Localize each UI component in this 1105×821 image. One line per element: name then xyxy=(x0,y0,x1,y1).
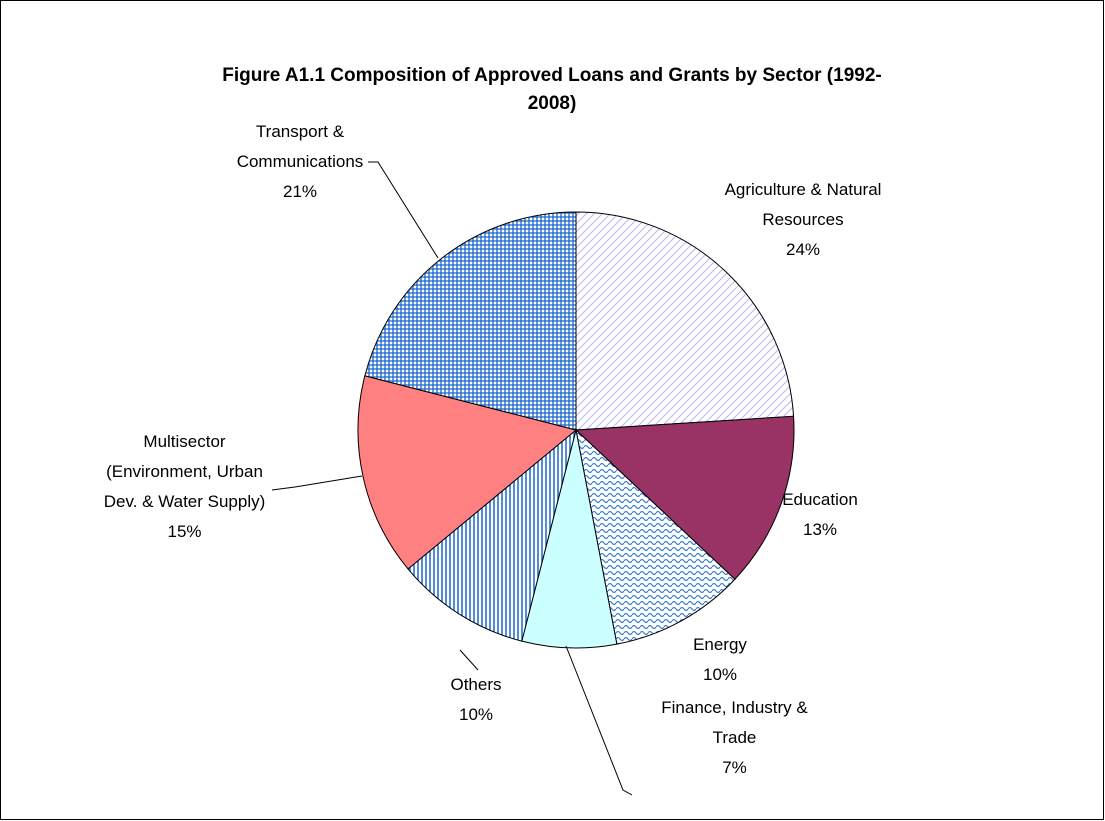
slice-label: Transport & Communications 21% xyxy=(230,117,370,207)
pie-slice xyxy=(357,375,578,570)
slice-label: Education 13% xyxy=(745,485,895,545)
leader-line xyxy=(459,649,479,671)
chart-title: Figure A1.1 Composition of Approved Loan… xyxy=(222,65,882,114)
value-label: 10% xyxy=(702,665,738,684)
pie-slice xyxy=(407,428,577,642)
category-label: Energy xyxy=(693,635,747,654)
leader-line xyxy=(271,475,363,491)
pie-slice xyxy=(575,428,736,645)
slice-label: Finance, Industry & Trade 7% xyxy=(652,693,817,783)
category-label: Education xyxy=(782,490,858,509)
leader-line xyxy=(565,645,633,796)
value-label: 7% xyxy=(722,758,747,777)
category-label: Multisector (Environment, Urban Dev. & W… xyxy=(103,432,266,511)
category-label: Finance, Industry & Trade xyxy=(661,698,808,747)
pie-slice xyxy=(364,211,577,431)
slice-label: Energy 10% xyxy=(645,630,795,690)
pie-slice xyxy=(575,211,795,431)
slice-label: Multisector (Environment, Urban Dev. & W… xyxy=(97,427,272,547)
value-label: 13% xyxy=(802,520,838,539)
value-label: 15% xyxy=(167,522,202,541)
value-label: 10% xyxy=(458,705,494,724)
value-label: 21% xyxy=(282,182,318,201)
slice-label: Others 10% xyxy=(401,670,551,730)
pie-slice xyxy=(574,415,795,580)
category-label: Transport & Communications xyxy=(236,122,364,171)
leader-line xyxy=(368,161,439,259)
category-label: Others xyxy=(450,675,502,694)
value-label: 24% xyxy=(785,240,821,259)
slice-label: Agriculture & Natural Resources 24% xyxy=(713,175,893,265)
category-label: Agriculture & Natural Resources xyxy=(724,180,882,229)
